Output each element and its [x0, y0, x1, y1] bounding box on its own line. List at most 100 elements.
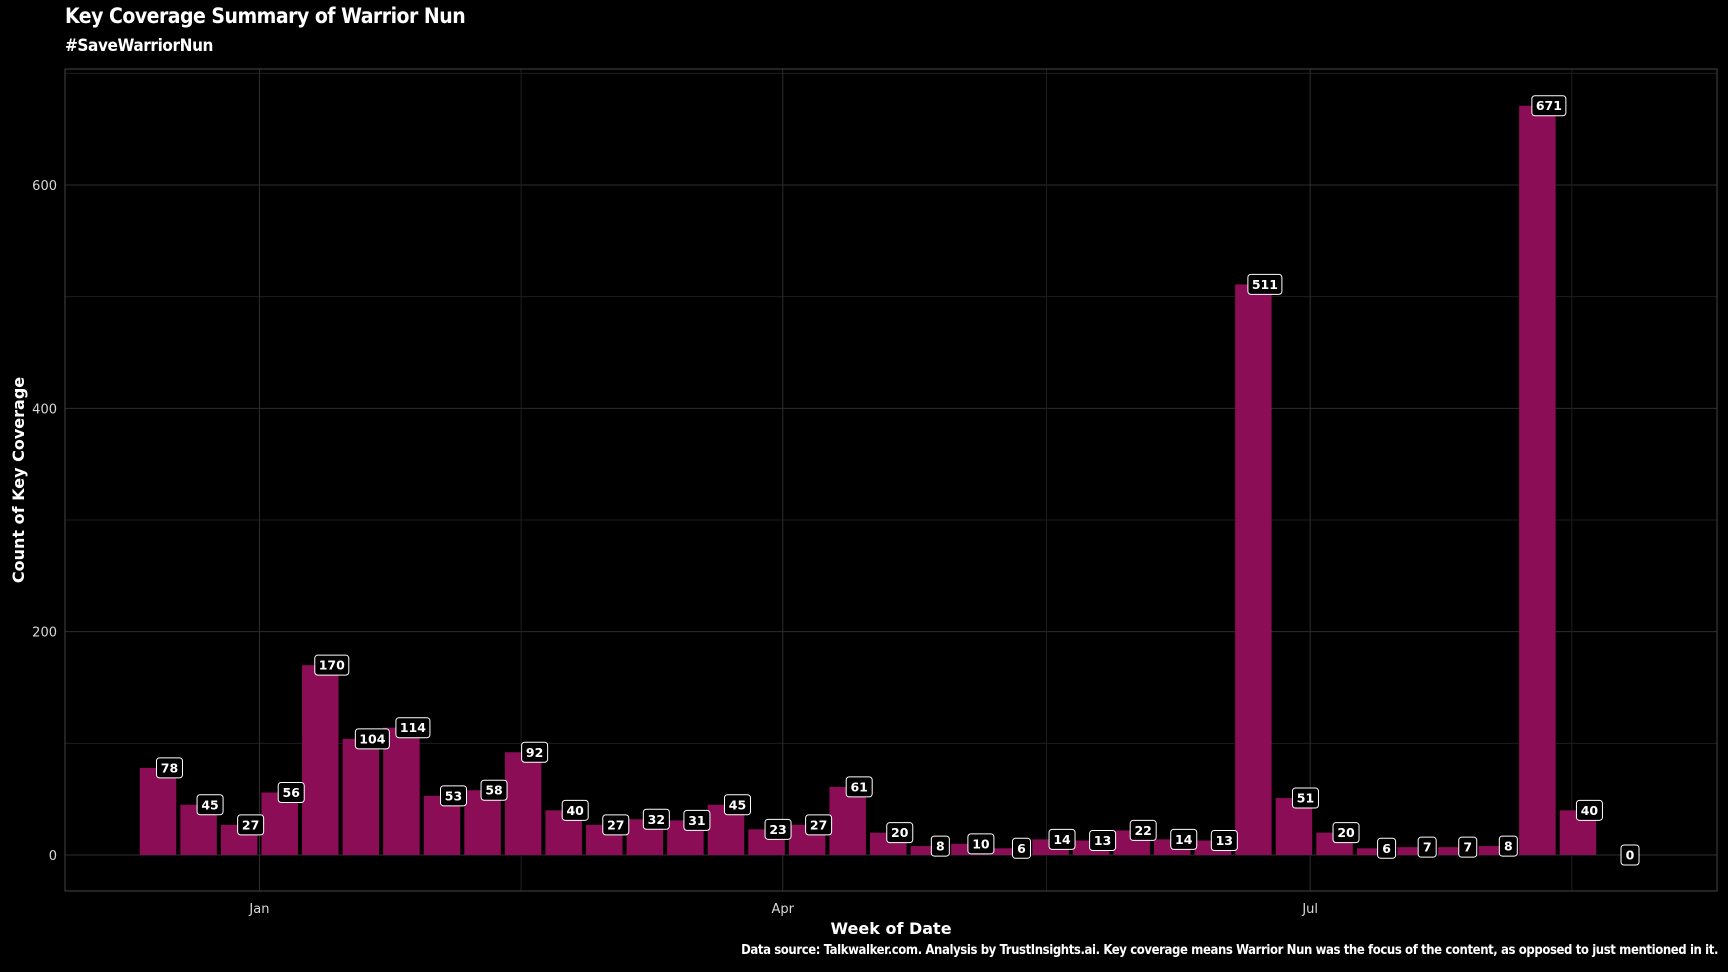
chart-subtitle: #SaveWarriorNun: [65, 36, 214, 56]
data-label-box: [439, 785, 467, 807]
bar: [464, 790, 501, 855]
x-tick-label: Apr: [772, 902, 795, 917]
data-label-box: [277, 781, 305, 803]
data-label-text: 13: [1216, 833, 1233, 848]
data-label-text: 8: [936, 839, 945, 854]
data-label-box: [1129, 819, 1157, 841]
data-label: 58: [480, 779, 508, 801]
data-label-box: [156, 757, 183, 779]
data-label-box: [642, 808, 670, 830]
data-label: 20: [886, 822, 914, 844]
data-label-text: 27: [242, 817, 259, 832]
data-label-box: [764, 818, 792, 840]
data-label-text: 27: [810, 817, 827, 832]
data-label-box: [561, 799, 589, 821]
bar: [991, 848, 1029, 855]
bar: [1397, 847, 1434, 855]
data-label-box: [1575, 799, 1603, 821]
data-label-text: 56: [283, 785, 301, 800]
bar: [1478, 846, 1516, 855]
data-label-box: [314, 654, 350, 676]
data-label: 13: [1210, 829, 1238, 851]
data-label: 53: [439, 785, 467, 807]
data-label: 32: [642, 808, 670, 830]
data-label: 22: [1129, 819, 1157, 841]
data-label-box: [1458, 836, 1478, 858]
data-label: 27: [805, 814, 833, 836]
data-label-text: 40: [1581, 803, 1599, 818]
x-tick-label: Jan: [248, 902, 269, 917]
data-label-box: [1291, 787, 1319, 809]
data-label: 14: [1170, 828, 1198, 850]
data-label: 23: [764, 818, 792, 840]
data-label-box: [1417, 836, 1437, 858]
data-label-box: [1247, 273, 1283, 295]
bars: [139, 105, 1597, 856]
data-label: 40: [1575, 799, 1603, 821]
data-label-text: 20: [891, 825, 909, 840]
data-label-text: 53: [445, 788, 462, 803]
data-label-box: [1620, 844, 1640, 866]
data-label: 0: [1620, 844, 1640, 866]
bar: [139, 767, 177, 855]
data-label-box: [1498, 835, 1518, 857]
data-label: 7: [1458, 836, 1478, 858]
data-label-box: [1332, 822, 1360, 844]
data-label-text: 14: [1053, 832, 1071, 847]
data-label-text: 6: [1382, 841, 1391, 856]
data-label-text: 45: [729, 797, 746, 812]
data-label-text: 22: [1134, 823, 1151, 838]
bar: [1519, 105, 1556, 855]
data-label-text: 671: [1536, 98, 1562, 113]
data-label: 170: [314, 654, 350, 676]
data-label-text: 10: [972, 836, 990, 851]
data-label-text: 58: [485, 783, 502, 798]
data-label: 40: [561, 799, 589, 821]
bar: [342, 738, 380, 855]
chart-title: Key Coverage Summary of Warrior Nun: [65, 4, 466, 28]
data-label-box: [354, 728, 390, 750]
plot-panel-border: [64, 68, 1718, 892]
y-tick-label: 400: [32, 402, 57, 417]
data-label: 104: [354, 728, 390, 750]
data-label: 13: [1089, 829, 1117, 851]
data-label-text: 32: [648, 812, 665, 827]
data-label-text: 51: [1297, 791, 1314, 806]
y-tick-label: 600: [32, 179, 57, 194]
data-label-text: 511: [1252, 277, 1278, 292]
data-label: 27: [237, 814, 265, 836]
y-axis-ticks: 0 200 400 600: [32, 179, 57, 864]
bar: [829, 786, 866, 855]
data-label-box: [521, 741, 549, 763]
data-label: 671: [1531, 95, 1567, 117]
data-label-box: [930, 835, 950, 857]
y-tick-label: 200: [32, 626, 57, 641]
data-label-text: 20: [1337, 825, 1355, 840]
data-label-box: [602, 814, 630, 836]
data-label-text: 27: [607, 817, 624, 832]
bar: [910, 846, 948, 855]
data-label-text: 40: [566, 803, 584, 818]
data-label-box: [1170, 828, 1198, 850]
bar: [1437, 847, 1475, 855]
data-label-box: [395, 717, 431, 739]
data-label-box: [1048, 828, 1076, 850]
data-label: 6: [1011, 837, 1031, 859]
data-label-box: [237, 814, 265, 836]
data-label: 45: [723, 794, 751, 816]
data-label-text: 23: [769, 822, 786, 837]
data-label-box: [1210, 829, 1238, 851]
data-label-text: 92: [526, 745, 543, 760]
data-label-box: [1377, 837, 1397, 859]
data-label-text: 61: [850, 779, 867, 794]
data-label: 8: [930, 835, 950, 857]
data-label: 10: [967, 833, 995, 855]
data-label-box: [805, 814, 833, 836]
x-axis-title: Week of Date: [830, 919, 951, 938]
bar: [383, 727, 420, 855]
data-label: 78: [156, 757, 183, 779]
y-tick-label: 0: [49, 849, 57, 864]
data-label-text: 0: [1626, 848, 1635, 863]
